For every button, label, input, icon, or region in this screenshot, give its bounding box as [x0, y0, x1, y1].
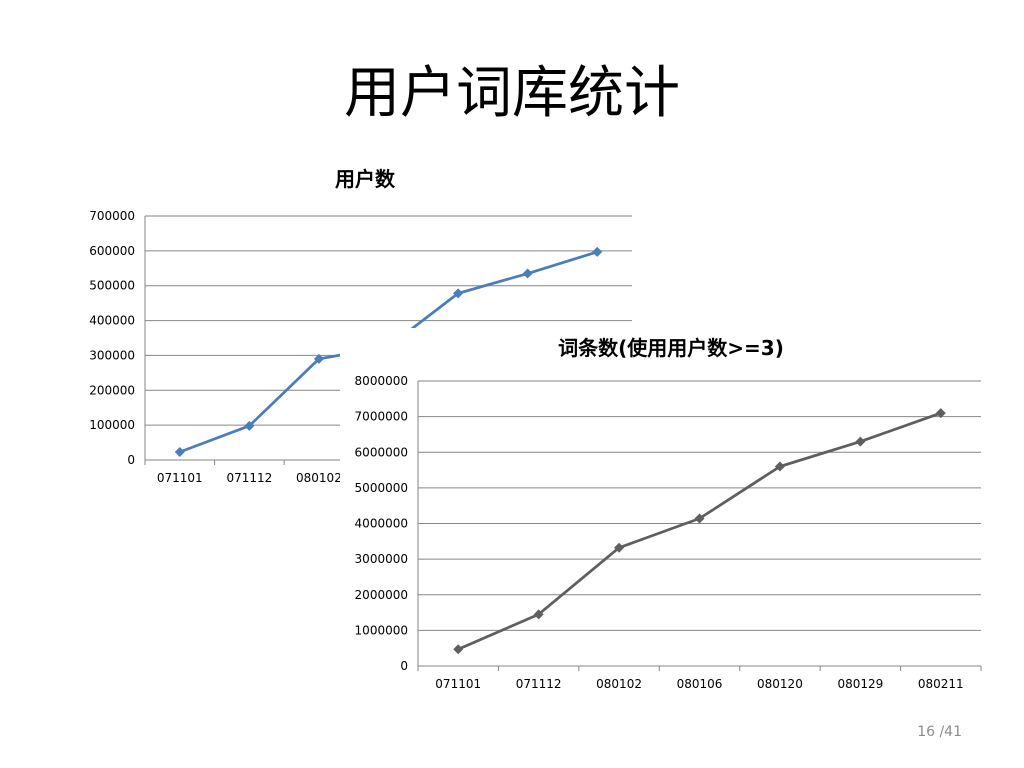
y-tick-label: 0	[400, 659, 408, 673]
data-point	[533, 609, 544, 620]
y-tick-label: 8000000	[355, 374, 408, 388]
chart-title: 用户数	[335, 167, 396, 191]
data-point	[592, 246, 603, 257]
chart-title: 词条数(使用用户数>=3)	[558, 336, 784, 360]
data-point	[774, 461, 785, 472]
page-number: 16 /41	[917, 724, 962, 740]
y-tick-label: 600000	[89, 244, 135, 258]
x-tick-label: 071112	[226, 471, 272, 485]
data-point	[244, 420, 255, 431]
y-tick-label: 7000000	[355, 410, 408, 424]
x-tick-label: 080102	[296, 471, 342, 485]
y-tick-label: 700000	[89, 209, 135, 223]
data-point	[453, 644, 464, 655]
slide-title: 用户词库统计	[344, 61, 680, 126]
x-tick-label: 080102	[596, 677, 642, 691]
data-point	[313, 353, 324, 364]
data-point	[855, 436, 866, 447]
y-tick-label: 0	[127, 453, 135, 467]
x-tick-label: 071112	[516, 677, 562, 691]
y-tick-label: 400000	[89, 314, 135, 328]
data-point	[174, 446, 185, 457]
series-line	[457, 411, 942, 651]
data-point	[614, 542, 625, 553]
x-tick-label: 080120	[757, 677, 803, 691]
data-point	[935, 408, 946, 419]
y-tick-label: 300000	[89, 348, 135, 362]
data-point	[522, 268, 533, 279]
x-tick-label: 071101	[157, 471, 203, 485]
y-tick-label: 4000000	[355, 517, 408, 531]
y-tick-label: 200000	[89, 383, 135, 397]
chart-words-svg: 词条数(使用用户数>=3) 0 1000000 2000000 3000000 40000…	[355, 336, 982, 691]
x-tick-label: 071101	[435, 677, 481, 691]
y-tick-label: 1000000	[355, 623, 408, 637]
y-tick-label: 100000	[89, 418, 135, 432]
data-point	[453, 288, 464, 299]
x-tick-label: 080211	[918, 677, 964, 691]
y-tick-label: 5000000	[355, 481, 408, 495]
y-tick-label: 2000000	[355, 588, 408, 602]
x-tick-label: 080106	[677, 677, 723, 691]
y-tick-label: 3000000	[355, 552, 408, 566]
x-tick-label: 080129	[837, 677, 883, 691]
y-tick-label: 6000000	[355, 445, 408, 459]
y-tick-label: 500000	[89, 279, 135, 293]
data-point	[694, 513, 705, 524]
chart-words: 词条数(使用用户数>=3) 0 1000000 2000000 3000000 40000…	[340, 328, 990, 698]
